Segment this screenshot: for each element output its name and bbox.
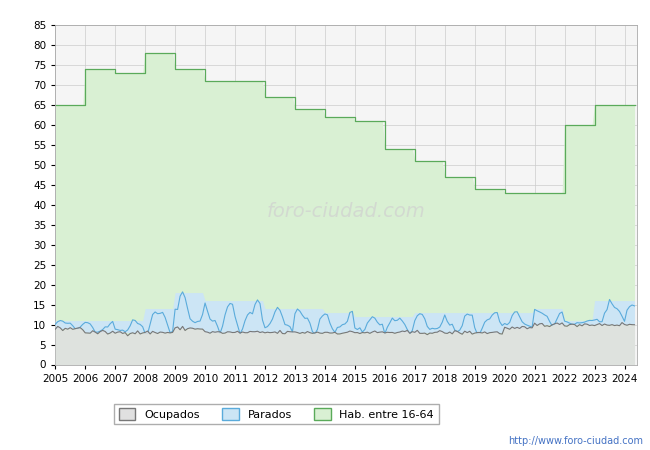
Text: http://www.foro-ciudad.com: http://www.foro-ciudad.com	[508, 436, 644, 446]
Text: foro-ciudad.com: foro-ciudad.com	[266, 202, 426, 221]
Legend: Ocupados, Parados, Hab. entre 16-64: Ocupados, Parados, Hab. entre 16-64	[114, 404, 439, 424]
Text: Argavieso - Evolucion de la poblacion en edad de Trabajar Mayo de 2024: Argavieso - Evolucion de la poblacion en…	[82, 10, 568, 23]
